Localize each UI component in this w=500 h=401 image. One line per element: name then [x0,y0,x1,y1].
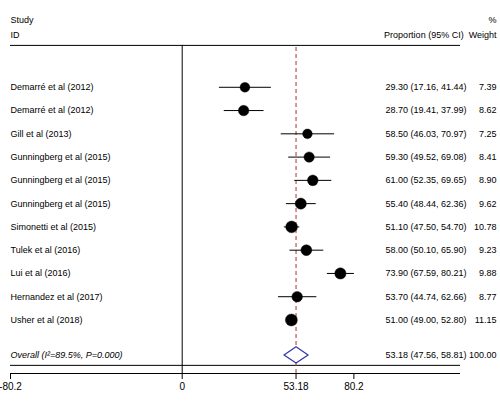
svg-text:100.00: 100.00 [469,350,497,360]
svg-text:8.90: 8.90 [479,175,497,185]
svg-text:-80.2: -80.2 [0,381,22,392]
svg-text:11.15: 11.15 [475,315,497,325]
svg-text:58.00 (50.10, 65.90): 58.00 (50.10, 65.90) [385,245,466,255]
svg-text:29.30 (17.16, 41.44): 29.30 (17.16, 41.44) [385,82,466,92]
svg-text:Demarré et al (2012): Demarré et al (2012) [11,82,94,92]
svg-text:51.00 (49.00, 52.80): 51.00 (49.00, 52.80) [385,315,466,325]
svg-text:Simonetti et al (2015): Simonetti et al (2015) [11,222,97,232]
svg-text:ID: ID [11,30,21,40]
svg-text:55.40 (48.44, 62.36): 55.40 (48.44, 62.36) [385,199,466,209]
svg-text:Study: Study [11,15,35,25]
svg-text:8.62: 8.62 [479,105,497,115]
svg-text:53.18: 53.18 [284,381,309,392]
svg-text:Demarré et al (2012): Demarré et al (2012) [11,105,94,115]
svg-text:Overall (I²=89.5%, P=0.000): Overall (I²=89.5%, P=0.000) [11,350,123,360]
svg-text:Gunningberg et al (2015): Gunningberg et al (2015) [11,152,111,162]
svg-text:Gunningberg et al (2015): Gunningberg et al (2015) [11,175,111,185]
svg-text:Proportion (95% CI) Weight: Proportion (95% CI) Weight [384,30,497,40]
svg-text:59.30 (49.52, 69.08): 59.30 (49.52, 69.08) [385,152,466,162]
svg-text:53.18 (47.56, 58.81): 53.18 (47.56, 58.81) [385,350,466,360]
svg-text:0: 0 [179,381,185,392]
svg-text:7.25: 7.25 [479,129,497,139]
svg-text:Gill et al (2013): Gill et al (2013) [11,129,72,139]
svg-text:10.78: 10.78 [474,222,497,232]
svg-text:%: % [488,15,496,25]
svg-text:51.10 (47.50, 54.70): 51.10 (47.50, 54.70) [385,222,466,232]
svg-text:Gunningberg et al (2015): Gunningberg et al (2015) [11,199,111,209]
svg-text:61.00 (52.35, 69.65): 61.00 (52.35, 69.65) [385,175,466,185]
svg-text:73.90 (67.59, 80.21): 73.90 (67.59, 80.21) [385,268,466,278]
svg-text:80.2: 80.2 [344,381,364,392]
svg-text:28.70 (19.41, 37.99): 28.70 (19.41, 37.99) [385,105,466,115]
svg-text:9.62: 9.62 [479,199,497,209]
svg-text:Lui et al (2016): Lui et al (2016) [11,268,71,278]
svg-text:Usher et al (2018): Usher et al (2018) [11,315,83,325]
svg-text:58.50 (46.03, 70.97): 58.50 (46.03, 70.97) [385,129,466,139]
svg-text:9.23: 9.23 [479,245,497,255]
svg-text:53.70 (44.74, 62.66): 53.70 (44.74, 62.66) [385,292,466,302]
svg-text:Tulek et al (2016): Tulek et al (2016) [11,245,81,255]
svg-text:9.88: 9.88 [479,268,497,278]
svg-text:7.39: 7.39 [479,82,497,92]
svg-text:Hernandez et al (2017): Hernandez et al (2017) [11,292,103,302]
svg-text:8.77: 8.77 [479,292,497,302]
svg-text:8.41: 8.41 [479,152,497,162]
